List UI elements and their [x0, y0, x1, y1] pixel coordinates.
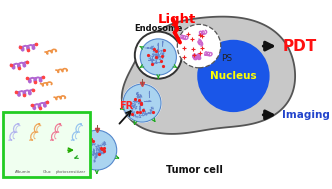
Text: Self-assembly: Self-assembly: [25, 119, 62, 124]
Text: Nucleus: Nucleus: [210, 71, 257, 81]
FancyBboxPatch shape: [3, 112, 90, 177]
Circle shape: [122, 83, 162, 123]
Circle shape: [177, 24, 221, 68]
Text: Gluc: Gluc: [42, 170, 51, 174]
Text: Imaging: Imaging: [282, 110, 330, 120]
Polygon shape: [122, 17, 295, 134]
Text: PDT: PDT: [282, 39, 316, 54]
Circle shape: [197, 40, 270, 112]
Text: Albumin: Albumin: [15, 170, 31, 174]
Text: Endosome: Endosome: [134, 24, 183, 33]
Circle shape: [77, 130, 117, 170]
Text: Light: Light: [158, 13, 197, 26]
Text: Tumor cell: Tumor cell: [166, 165, 223, 175]
Text: PS: PS: [221, 54, 232, 63]
Text: photosensitizer: photosensitizer: [55, 170, 86, 174]
Circle shape: [140, 39, 176, 75]
Circle shape: [123, 84, 161, 122]
Text: FR: FR: [120, 101, 134, 111]
Circle shape: [135, 32, 182, 79]
